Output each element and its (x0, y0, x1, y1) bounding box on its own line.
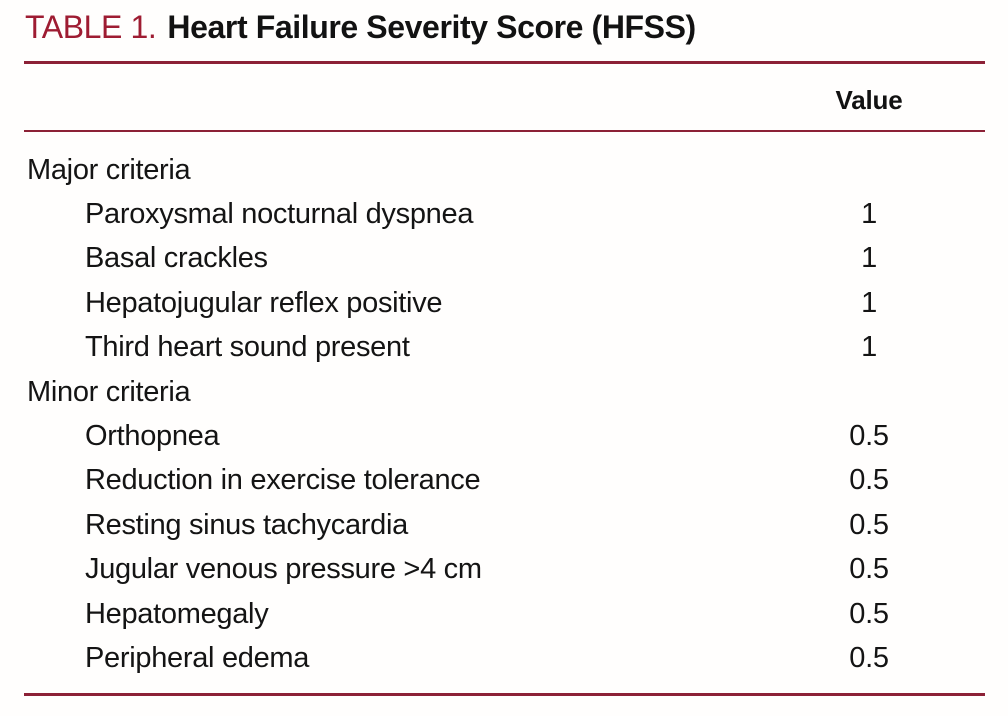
top-rule (24, 61, 985, 64)
criterion-label: Third heart sound present (85, 331, 410, 364)
criterion-label: Peripheral edema (85, 641, 310, 674)
criterion-label: Hepatomegaly (85, 597, 269, 630)
criterion-value: 0.5 (849, 641, 889, 674)
table-body: Major criteria Paroxysmal nocturnal dyspn… (24, 148, 985, 681)
table-row: Hepatojugular reflex positive 1 (24, 281, 985, 325)
criterion-value: 1 (861, 286, 877, 319)
section-header-label: Major criteria (27, 153, 191, 186)
table-number-label: TABLE 1. (25, 9, 157, 45)
table-row: Peripheral edema 0.5 (24, 636, 985, 680)
section-header-label: Minor criteria (27, 375, 191, 408)
criterion-label: Jugular venous pressure >4 cm (85, 553, 482, 586)
criterion-label: Basal crackles (85, 242, 268, 275)
table-heading: Heart Failure Severity Score (HFSS) (167, 9, 696, 45)
criterion-value: 1 (861, 242, 877, 275)
table-row: Reduction in exercise tolerance 0.5 (24, 459, 985, 503)
value-column-header: Value (835, 85, 903, 115)
criterion-value: 0.5 (849, 553, 889, 586)
table-title: TABLE 1. Heart Failure Severity Score (HF… (25, 9, 696, 46)
criterion-label: Orthopnea (85, 420, 220, 453)
table-row: Third heart sound present 1 (24, 326, 985, 370)
table-row: Basal crackles 1 (24, 237, 985, 281)
section-header-row: Minor criteria (24, 370, 985, 414)
header-rule (24, 130, 985, 132)
criterion-value: 1 (861, 198, 877, 231)
criterion-value: 0.5 (849, 420, 889, 453)
table-row: Resting sinus tachycardia 0.5 (24, 503, 985, 547)
criterion-label: Hepatojugular reflex positive (85, 286, 443, 319)
criterion-label: Reduction in exercise tolerance (85, 464, 481, 497)
criterion-label: Resting sinus tachycardia (85, 508, 408, 541)
criterion-value: 1 (861, 331, 877, 364)
section-header-row: Major criteria (24, 148, 985, 192)
criterion-value: 0.5 (849, 464, 889, 497)
table-row: Hepatomegaly 0.5 (24, 592, 985, 636)
criterion-label: Paroxysmal nocturnal dyspnea (85, 198, 474, 231)
table-row: Paroxysmal nocturnal dyspnea 1 (24, 192, 985, 236)
criterion-value: 0.5 (849, 508, 889, 541)
bottom-rule (24, 693, 985, 696)
criterion-value: 0.5 (849, 597, 889, 630)
table-row: Orthopnea 0.5 (24, 414, 985, 458)
table-row: Jugular venous pressure >4 cm 0.5 (24, 548, 985, 592)
